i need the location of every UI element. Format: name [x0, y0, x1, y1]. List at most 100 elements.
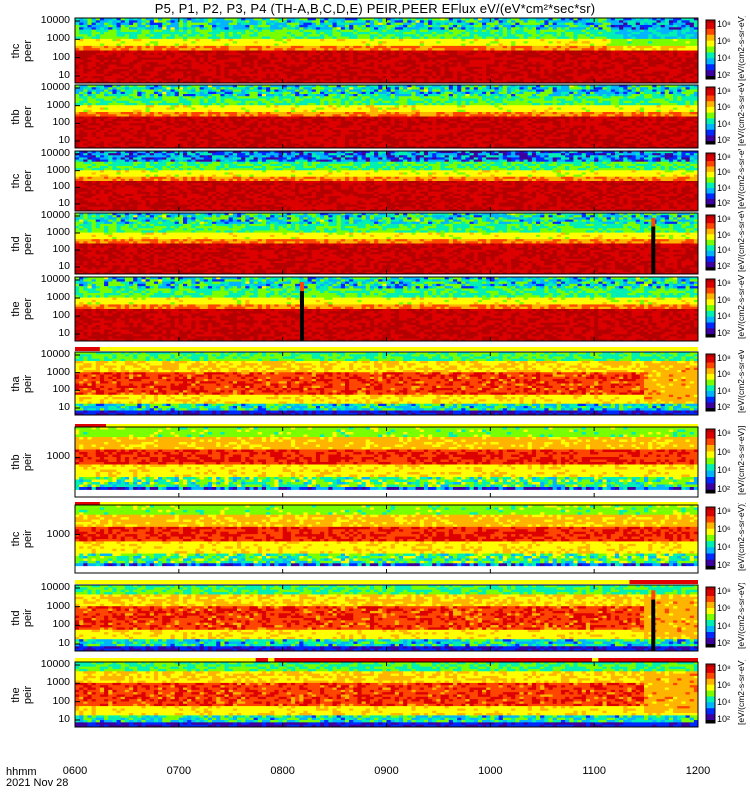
spike-marker: [651, 600, 655, 651]
colorbar-unit-label: [eV/(cm2-s-sr-eV)] (4): [736, 503, 746, 571]
colorbar-tick-label: 10⁶: [717, 102, 731, 112]
x-tick-label: 1200: [686, 765, 710, 777]
y-tick-label: 10000: [30, 582, 70, 593]
colorbar-tick-label: 10⁸: [717, 586, 731, 596]
y-tick-label: 10: [30, 198, 70, 209]
colorbar-unit-label: [eV/(cm2-s-sr-eV)] (4): [736, 211, 746, 272]
spectrogram-panel: [75, 277, 715, 341]
spectrogram-panel: [75, 505, 715, 573]
y-tick-label: 10: [30, 70, 70, 81]
colorbar-tick-label: 10⁴: [717, 183, 731, 193]
flag-bar-segment: [100, 347, 698, 351]
x-tick-label: 0600: [63, 765, 87, 777]
spectrogram-panel: [75, 213, 715, 274]
colorbar-tick-label: 10⁸: [717, 19, 731, 29]
flag-bar-segment: [75, 347, 100, 351]
y-tick-label: 100: [30, 117, 70, 128]
colorbar-unit-label: [eV/(cm2-s-sr-eV)] (4): [736, 275, 746, 339]
colorbar-unit-label: [eV/(cm2-s-sr-eV)] (4): [736, 660, 746, 725]
colorbar-tick-label: 10⁴: [717, 245, 731, 255]
spectrogram-panel: [75, 427, 715, 497]
x-tick-label: 1000: [478, 765, 502, 777]
y-tick-label: 1000: [30, 33, 70, 44]
colorbar-tick-label: 10⁸: [717, 663, 731, 673]
y-tick-label: 1000: [30, 451, 70, 462]
spectrogram-panel: [75, 352, 715, 415]
colorbar-tick-label: 10⁶: [717, 447, 731, 457]
y-tick-label: 10000: [30, 274, 70, 285]
flag-bar-segment: [268, 658, 274, 662]
colorbar-unit-label: [eV/(cm2-s-sr-eV)] (4): [736, 83, 746, 146]
y-tick-label: 10: [30, 261, 70, 272]
flag-bar-segment: [274, 658, 592, 662]
colorbar-tick-label: 10⁶: [717, 524, 731, 534]
flag-bar-segment: [256, 658, 268, 662]
x-tick-label: 0700: [167, 765, 191, 777]
flag-bar-segment: [629, 580, 698, 584]
y-tick-label: 1000: [30, 601, 70, 612]
colorbar-tick-label: 10⁴: [717, 465, 731, 475]
colorbar-tick-label: 10²: [717, 484, 730, 494]
colorbar-tick-label: 10⁶: [717, 36, 731, 46]
colorbar-tick-label: 10⁴: [717, 697, 731, 707]
y-tick-label: 1000: [30, 227, 70, 238]
colorbar-tick-label: 10⁶: [717, 680, 731, 690]
colorbar-tick-label: 10⁴: [717, 621, 731, 631]
y-tick-label: 100: [30, 244, 70, 255]
colorbar-unit-label: [eV/(cm2-s-sr-eV)] (4): [736, 425, 746, 495]
spectrogram-panel: [75, 662, 715, 727]
spectrogram-panel: [75, 85, 715, 148]
colorbar-tick-label: 10⁴: [717, 386, 731, 396]
y-tick-label: 1000: [30, 292, 70, 303]
colorbar-tick-label: 10⁸: [717, 278, 731, 288]
colorbar-tick-label: 10⁴: [717, 119, 731, 129]
flag-bar-segment: [592, 658, 598, 662]
y-tick-label: 1000: [30, 529, 70, 540]
flag-bar-segment: [75, 658, 256, 662]
y-tick-label: 1000: [30, 165, 70, 176]
spike-marker: [300, 291, 304, 341]
spectrogram-panel: [75, 585, 715, 651]
y-tick-label: 10000: [30, 148, 70, 159]
colorbar-tick-label: 10⁴: [717, 542, 731, 552]
y-tick-label: 100: [30, 52, 70, 63]
colorbar-tick-label: 10⁶: [717, 230, 731, 240]
colorbar-tick-label: 10⁴: [717, 311, 731, 321]
colorbar-tick-label: 10⁴: [717, 53, 731, 63]
y-tick-label: 1000: [30, 367, 70, 378]
y-tick-label: 10000: [30, 659, 70, 670]
colorbar-tick-label: 10²: [717, 560, 730, 570]
y-tick-label: 10000: [30, 349, 70, 360]
colorbar-tick-label: 10²: [717, 135, 730, 145]
x-tick-label: 0800: [270, 765, 294, 777]
colorbar-tick-label: 10⁶: [717, 369, 731, 379]
colorbar-tick-label: 10⁸: [717, 214, 731, 224]
colorbar-tick-label: 10²: [717, 261, 730, 271]
colorbar-tick-label: 10²: [717, 70, 730, 80]
colorbar-tick-label: 10²: [717, 402, 730, 412]
spectrogram-panel: [75, 18, 715, 83]
colorbar-tick-label: 10⁶: [717, 167, 731, 177]
colorbar-unit-label: [eV/(cm2-s-sr-eV)] (4): [736, 350, 746, 413]
x-axis-date: 2021 Nov 28: [6, 777, 68, 789]
y-tick-label: 1000: [30, 100, 70, 111]
colorbar-unit-label: [eV/(cm2-s-sr-eV)] (4): [736, 149, 746, 209]
colorbar-tick-label: 10⁶: [717, 295, 731, 305]
colorbar-tick-label: 10²: [717, 714, 730, 724]
colorbar-unit-label: [eV/(cm2-s-sr-eV)] (4): [736, 16, 746, 81]
y-tick-label: 10000: [30, 15, 70, 26]
flag-bar-segment: [75, 580, 629, 584]
colorbar-tick-label: 10⁸: [717, 506, 731, 516]
y-tick-label: 100: [30, 384, 70, 395]
colorbar-unit-label: [eV/(cm2-s-sr-eV)] (4): [736, 583, 746, 649]
x-tick-label: 1100: [582, 765, 606, 777]
y-tick-label: 10000: [30, 82, 70, 93]
colorbar-tick-label: 10⁸: [717, 86, 731, 96]
colorbar-tick-label: 10⁸: [717, 353, 731, 363]
colorbar-tick-label: 10²: [717, 638, 730, 648]
colorbar-tick-label: 10⁶: [717, 603, 731, 613]
y-tick-label: 10: [30, 714, 70, 725]
y-tick-label: 1000: [30, 677, 70, 688]
